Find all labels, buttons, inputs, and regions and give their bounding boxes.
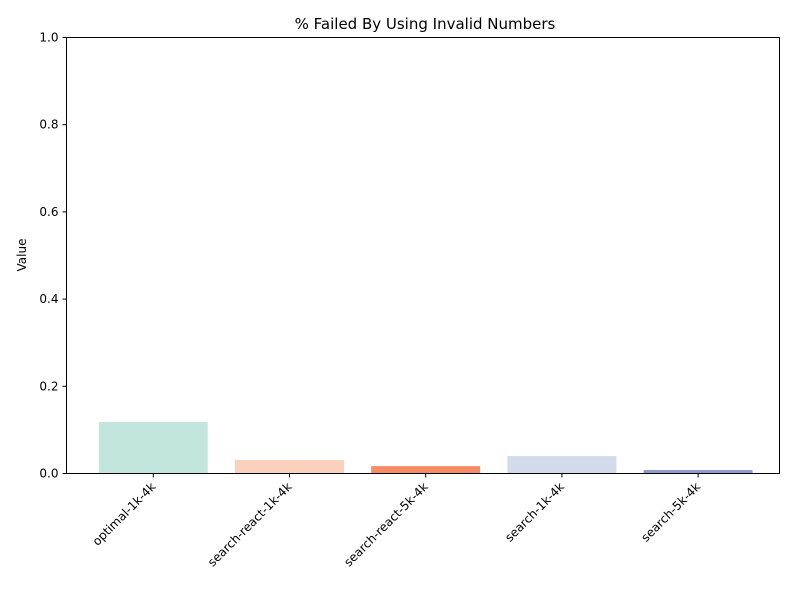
bar-optimal-1k-4k (98, 422, 208, 474)
y-tick-label: 0.6 (39, 205, 58, 219)
x-tick-label: search-5k-4k (638, 480, 703, 545)
bars-group (98, 422, 753, 474)
y-tick-label: 0.2 (39, 379, 58, 393)
x-tick-label: search-1k-4k (502, 480, 567, 545)
x-tick-label: search-react-5k-4k (341, 480, 431, 570)
bar-search-1k-4k (507, 456, 617, 474)
y-tick-label: 1.0 (39, 31, 58, 45)
x-tick-label: search-react-1k-4k (205, 480, 295, 570)
y-tick-label: 0.4 (39, 292, 58, 306)
bar-search-react-5k-4k (371, 466, 481, 474)
bar-search-5k-4k (643, 470, 753, 474)
plot-frame (66, 37, 780, 474)
y-axis-label: Value (15, 239, 29, 272)
chart-title: % Failed By Using Invalid Numbers (295, 15, 556, 33)
bar-search-react-1k-4k (235, 459, 344, 474)
y-ticks-group: 0.0 0.2 0.4 0.6 0.8 1.0 (39, 31, 67, 481)
x-ticks-group: optimal-1k-4k search-react-1k-4k search-re… (90, 473, 703, 570)
x-tick-label: optimal-1k-4k (90, 480, 159, 549)
y-tick-label: 0.0 (39, 467, 58, 481)
y-tick-label: 0.8 (39, 118, 58, 132)
